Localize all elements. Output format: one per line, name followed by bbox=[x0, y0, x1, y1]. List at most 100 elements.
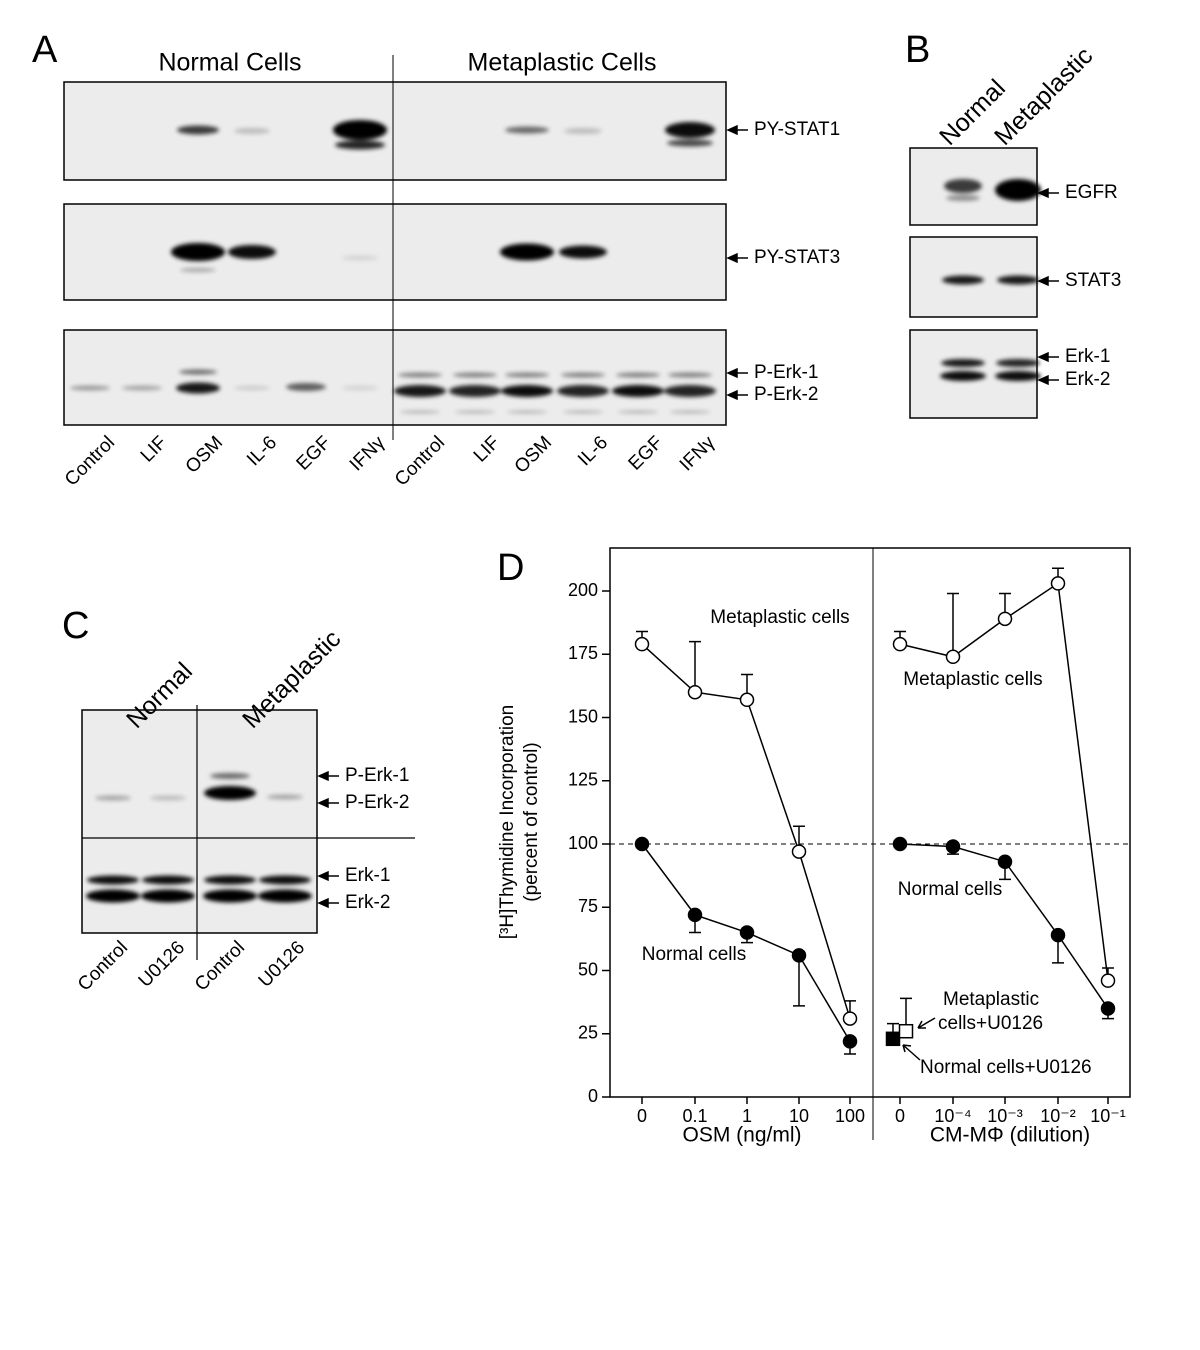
x-axis-label: CM-MΦ (dilution) bbox=[930, 1124, 1090, 1147]
blot-frame bbox=[63, 203, 727, 301]
x-tick-label: 0.1 bbox=[682, 1106, 707, 1126]
lane-label: EGF bbox=[293, 432, 335, 474]
band bbox=[398, 372, 442, 378]
blot-frame bbox=[63, 329, 727, 426]
band bbox=[228, 245, 276, 259]
data-point bbox=[997, 611, 1013, 627]
group-label: Normal Cells bbox=[158, 49, 301, 77]
band bbox=[668, 372, 712, 378]
y-tick-label: 150 bbox=[568, 706, 598, 726]
band bbox=[501, 385, 553, 397]
label-arrow bbox=[1037, 351, 1059, 363]
label-arrow bbox=[1037, 187, 1059, 199]
lane-label: IL-6 bbox=[243, 432, 281, 470]
data-point bbox=[1050, 576, 1066, 591]
group-label: Metaplastic Cells bbox=[468, 49, 657, 77]
lane-label: OSM bbox=[182, 432, 227, 477]
band bbox=[940, 371, 986, 381]
band bbox=[342, 386, 378, 390]
band bbox=[557, 385, 609, 397]
label-arrow bbox=[1037, 275, 1059, 287]
data-point bbox=[791, 948, 807, 963]
band bbox=[942, 275, 984, 285]
data-point bbox=[634, 836, 650, 852]
band bbox=[180, 268, 216, 272]
data-point bbox=[1100, 973, 1116, 988]
arrow bbox=[902, 1044, 921, 1061]
lane-label: U0126 bbox=[135, 937, 189, 991]
band-label: P-Erk-2 bbox=[754, 384, 818, 405]
data-point bbox=[892, 836, 908, 852]
band bbox=[400, 410, 440, 414]
lane-label: IFNγ bbox=[346, 432, 390, 476]
data-point bbox=[842, 1034, 858, 1049]
y-tick-label: 75 bbox=[578, 896, 598, 916]
data-point bbox=[739, 925, 755, 940]
data-point bbox=[687, 684, 703, 700]
label-arrow bbox=[726, 124, 748, 136]
series-label-line: Metaplastic bbox=[943, 989, 1039, 1010]
band bbox=[335, 140, 385, 150]
band bbox=[203, 889, 257, 903]
band bbox=[667, 139, 713, 147]
band bbox=[70, 385, 110, 391]
band-label: Erk-1 bbox=[345, 865, 390, 886]
band bbox=[141, 889, 195, 903]
series-label: Metaplastic cells+U0126 bbox=[938, 989, 1043, 1034]
panel-letter: C bbox=[62, 605, 89, 647]
band bbox=[455, 410, 495, 414]
lane-label: LIF bbox=[137, 432, 171, 466]
band bbox=[87, 875, 139, 885]
y-tick-label: 125 bbox=[568, 770, 598, 790]
band bbox=[86, 889, 140, 903]
band-label: Erk-2 bbox=[1065, 369, 1110, 390]
series-label: Normal cells+U0126 bbox=[920, 1057, 1092, 1078]
band bbox=[559, 245, 607, 259]
band bbox=[210, 773, 250, 779]
band-label: P-Erk-1 bbox=[754, 362, 818, 383]
band bbox=[505, 372, 549, 378]
band bbox=[204, 875, 256, 885]
band bbox=[564, 128, 602, 134]
series-label: Normal cells bbox=[642, 944, 747, 965]
panel-letter: B bbox=[905, 29, 930, 71]
band bbox=[563, 410, 603, 414]
data-point bbox=[892, 636, 908, 652]
y-tick-label: 50 bbox=[578, 959, 598, 979]
y-tick-label: 175 bbox=[568, 643, 598, 663]
x-tick-label: 10⁻⁴ bbox=[934, 1106, 971, 1126]
series-label: Metaplastic cells bbox=[903, 669, 1042, 690]
band bbox=[342, 255, 378, 261]
y-tick-label: 200 bbox=[568, 580, 598, 600]
label-arrow bbox=[317, 770, 339, 782]
band-label: PY-STAT1 bbox=[754, 119, 840, 140]
data-point bbox=[791, 844, 807, 859]
band bbox=[258, 889, 312, 903]
label-arrow bbox=[726, 367, 748, 379]
band bbox=[612, 385, 664, 397]
data-point bbox=[945, 839, 961, 854]
band bbox=[505, 126, 549, 134]
band bbox=[995, 371, 1041, 381]
lane-label: Control bbox=[191, 937, 249, 995]
band bbox=[449, 385, 501, 397]
y-tick-label: 25 bbox=[578, 1023, 598, 1043]
band bbox=[286, 383, 326, 391]
label-arrow bbox=[317, 897, 339, 909]
band-label: Erk-1 bbox=[1065, 346, 1110, 367]
lane-label: LIF bbox=[470, 432, 504, 466]
x-tick-label: 10 bbox=[789, 1106, 809, 1126]
lane-label: Control bbox=[74, 937, 132, 995]
data-point bbox=[739, 692, 755, 708]
band bbox=[670, 410, 710, 414]
band bbox=[665, 122, 715, 138]
label-arrow bbox=[726, 252, 748, 264]
band bbox=[234, 386, 270, 390]
label-arrow bbox=[726, 389, 748, 401]
data-point bbox=[687, 907, 703, 923]
band bbox=[996, 359, 1040, 367]
figure-frames bbox=[63, 55, 1131, 1140]
x-tick-label: 100 bbox=[835, 1106, 865, 1126]
